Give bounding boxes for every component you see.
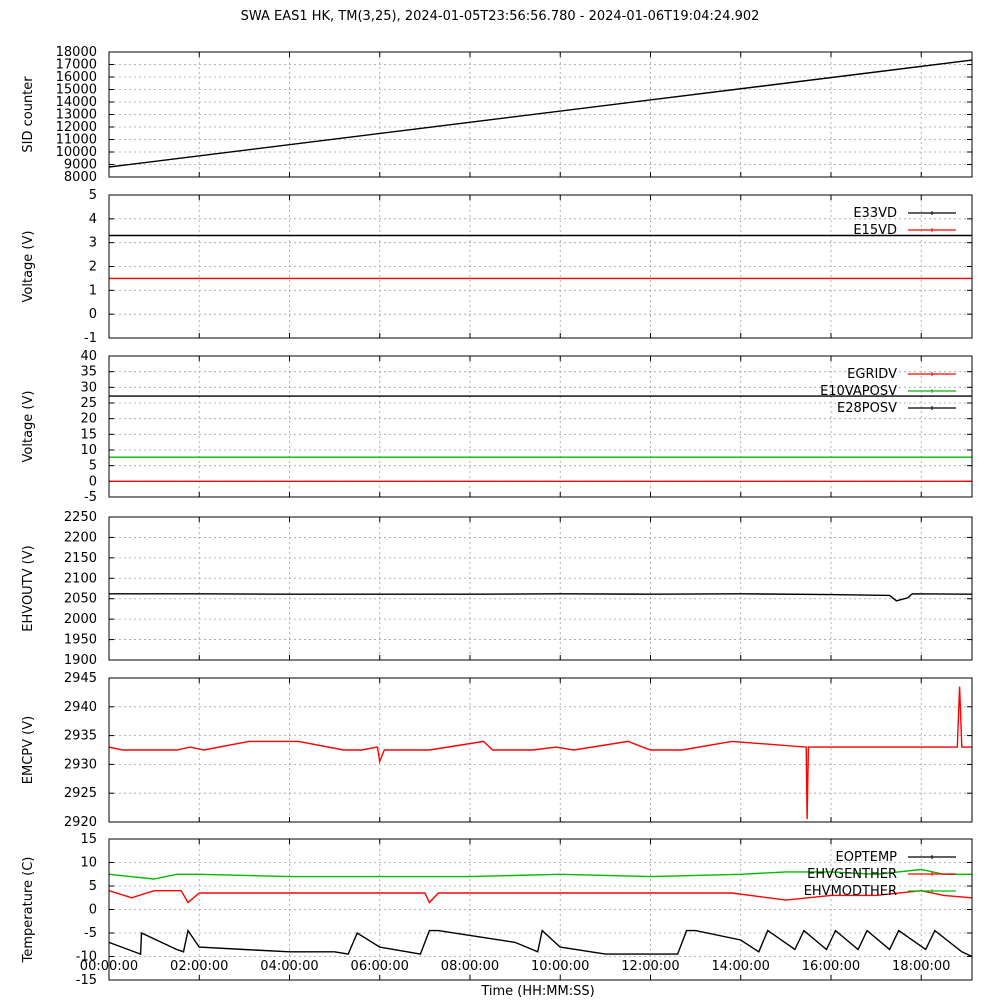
chart-title: SWA EAS1 HK, TM(3,25), 2024-01-05T23:56:… <box>241 9 760 24</box>
y-tick-label: 9000 <box>64 158 97 173</box>
panel-4: 1900 1950 2000 2050 2100 2150 2200 2250 EHVOUTV … <box>21 510 973 668</box>
y-tick-label: 20 <box>80 412 97 427</box>
x-tick-label: 04:00:00 <box>260 959 318 974</box>
series-line-1-1 <box>109 59 972 168</box>
y-tick-label: 2940 <box>64 700 97 715</box>
y-tick-label: 0 <box>89 474 97 489</box>
y-tick-label: 2935 <box>64 729 97 744</box>
y-tick-label: -5 <box>84 490 97 505</box>
y-tick-label: 5 <box>89 459 97 474</box>
y-tick-label: 10000 <box>56 145 97 160</box>
series-line-ehvmodther <box>109 868 972 880</box>
y-tick-label: 1 <box>89 283 97 298</box>
y-tick-label: 0 <box>89 307 97 322</box>
x-tick-label: 06:00:00 <box>351 959 409 974</box>
y-axis-label: EHVOUTV (V) <box>21 545 36 631</box>
series-line-ehvgenther <box>109 889 972 904</box>
x-tick-label: 18:00:00 <box>892 959 950 974</box>
y-tick-label: 10 <box>80 856 97 871</box>
y-tick-label: 10 <box>80 443 97 458</box>
series-line-4-1 <box>109 593 972 602</box>
plot-frame <box>108 677 973 823</box>
y-tick-label: -5 <box>84 926 97 941</box>
legend-label: E33VD <box>853 206 897 221</box>
y-tick-label: 16000 <box>56 70 97 85</box>
plot-frame <box>108 838 973 981</box>
legend-label: E10VAPOSV <box>820 384 897 399</box>
y-tick-label: 2250 <box>64 510 97 525</box>
y-tick-label: 1900 <box>64 653 97 668</box>
y-tick-label: 40 <box>80 349 97 364</box>
legend-label: E15VD <box>853 223 897 238</box>
y-tick-label: 0 <box>89 903 97 918</box>
plot-frame <box>108 516 973 661</box>
y-axis-label: SID counter <box>21 76 36 153</box>
y-tick-label: 8000 <box>64 170 97 185</box>
x-axis-label: Time (HH:MM:SS) <box>480 984 594 999</box>
y-axis-label: Temperature (C) <box>21 857 36 964</box>
y-tick-label: 1950 <box>64 633 97 648</box>
y-tick-label: 2100 <box>64 571 97 586</box>
y-tick-label: 2000 <box>64 612 97 627</box>
legend-label: EOPTEMP <box>836 850 898 865</box>
x-tick-label: 02:00:00 <box>170 959 228 974</box>
y-tick-label: 12000 <box>56 120 97 135</box>
plot-frame <box>108 355 973 498</box>
y-tick-label: 15 <box>80 832 97 847</box>
y-tick-label: 15000 <box>56 83 97 98</box>
legend-label: EHVMODTHER <box>804 884 897 899</box>
y-tick-label: -1 <box>84 331 97 346</box>
plot-frame <box>108 51 973 178</box>
y-tick-label: 2920 <box>64 815 97 830</box>
legend-label: EHVGENTHER <box>807 867 897 882</box>
panel-5: 2920 2925 2930 2935 2940 2945 EMCPV (V) <box>21 671 973 830</box>
x-tick-label: 14:00:00 <box>712 959 770 974</box>
x-tick-label: 12:00:00 <box>621 959 679 974</box>
y-tick-label: -15 <box>76 973 97 988</box>
y-tick-label: 3 <box>89 236 97 251</box>
y-tick-label: 15 <box>80 427 97 442</box>
y-tick-label: 35 <box>80 365 97 380</box>
y-tick-label: 5 <box>89 879 97 894</box>
y-axis-label: Voltage (V) <box>21 231 36 303</box>
series-line-5-1 <box>109 686 972 820</box>
y-axis-label: EMCPV (V) <box>21 716 36 784</box>
y-tick-label: 2925 <box>64 786 97 801</box>
x-tick-label: 00:00:00 <box>80 959 138 974</box>
y-tick-label: 4 <box>89 212 97 227</box>
x-tick-label: 10:00:00 <box>531 959 589 974</box>
panel-1: 8000900010000110001200013000140001500016… <box>21 45 973 185</box>
y-tick-label: 11000 <box>56 133 97 148</box>
series-line-eoptemp <box>109 928 972 958</box>
y-tick-label: 2930 <box>64 757 97 772</box>
x-tick-label: 16:00:00 <box>802 959 860 974</box>
y-tick-label: 5 <box>89 188 97 203</box>
y-tick-label: 30 <box>80 380 97 395</box>
x-tick-label: 08:00:00 <box>441 959 499 974</box>
y-tick-label: 14000 <box>56 95 97 110</box>
y-tick-label: 13000 <box>56 108 97 123</box>
legend-label: E28POSV <box>837 401 897 416</box>
y-tick-label: -10 <box>76 950 97 965</box>
y-axis-label: Voltage (V) <box>21 391 36 463</box>
y-tick-label: 17000 <box>56 58 97 73</box>
panel-2: -1 0 1 2 3 4 5 Voltage (V) E33VD E15VD <box>21 188 973 346</box>
panel-6: -15 -10 -5 0 5 10 15 Temperature (C) EOPTEMP EHVG… <box>21 832 973 988</box>
y-tick-label: 25 <box>80 396 97 411</box>
plot-frame <box>108 194 973 339</box>
y-tick-label: 2945 <box>64 671 97 686</box>
y-tick-label: 2 <box>89 260 97 275</box>
y-tick-label: 2150 <box>64 551 97 566</box>
y-tick-label: 2050 <box>64 592 97 607</box>
legend-label: EGRIDV <box>847 367 897 382</box>
y-tick-label: 18000 <box>56 45 97 60</box>
y-tick-label: 2200 <box>64 530 97 545</box>
